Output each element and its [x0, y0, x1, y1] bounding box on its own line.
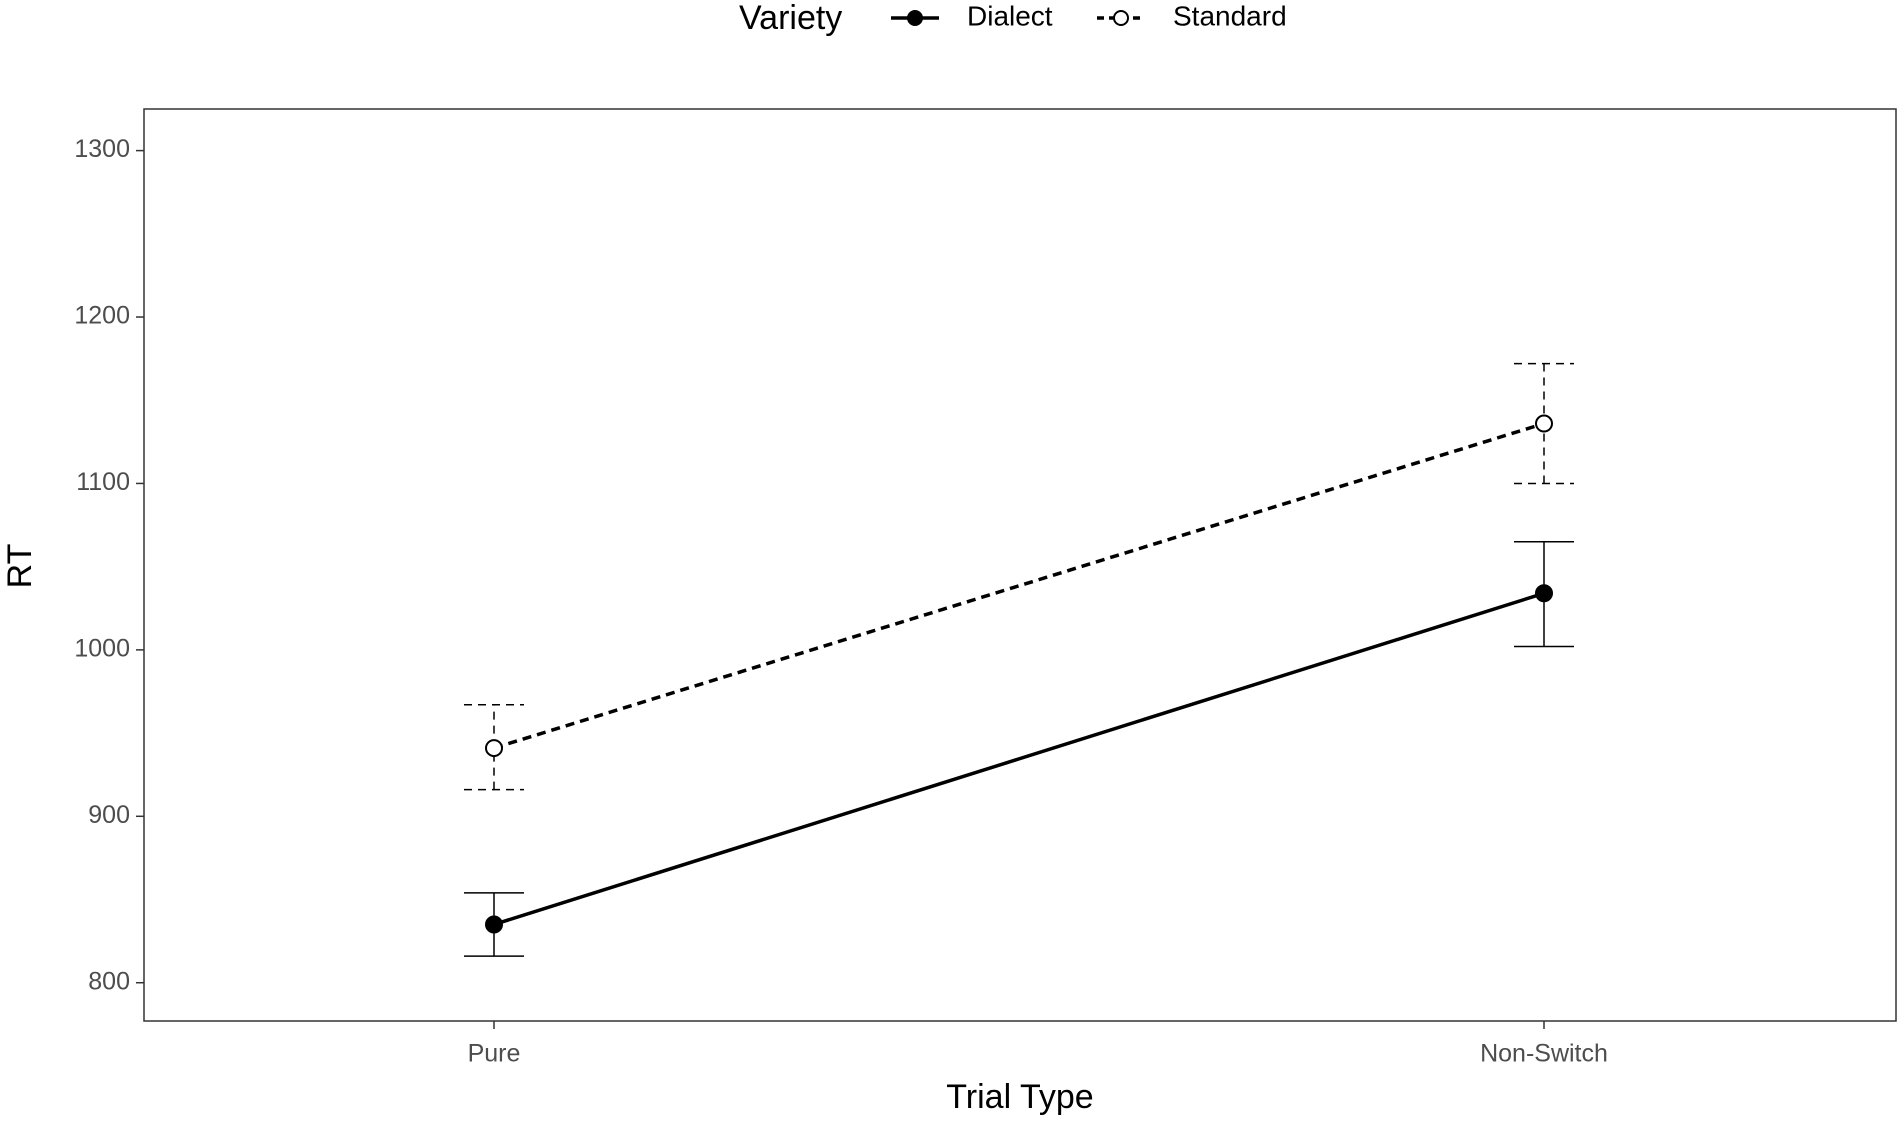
series-line	[493, 421, 1545, 750]
legend-key-point	[1113, 10, 1129, 26]
y-tick-label: 1000	[74, 634, 130, 662]
legend-label: Standard	[1173, 0, 1287, 31]
point	[485, 739, 503, 758]
x-tick-label: Pure	[468, 1040, 521, 1068]
point	[1535, 414, 1553, 433]
y-tick-label: 1200	[74, 302, 130, 330]
y-tick-label: 900	[88, 801, 130, 829]
x-tick-label: Non-Switch	[1480, 1040, 1608, 1068]
legend-title: Variety	[739, 0, 842, 37]
series-line	[493, 591, 1545, 927]
x-axis-title: Trial Type	[946, 1078, 1093, 1116]
point	[485, 915, 503, 934]
point	[1535, 584, 1553, 603]
legend-key-point	[907, 10, 923, 26]
y-tick-label: 800	[88, 967, 130, 995]
y-axis-title: RT	[1, 544, 39, 589]
legend-label: Dialect	[967, 0, 1053, 31]
y-tick-label: 1300	[74, 135, 130, 163]
panel-border	[143, 108, 1897, 1022]
y-tick-label: 1100	[76, 468, 130, 496]
